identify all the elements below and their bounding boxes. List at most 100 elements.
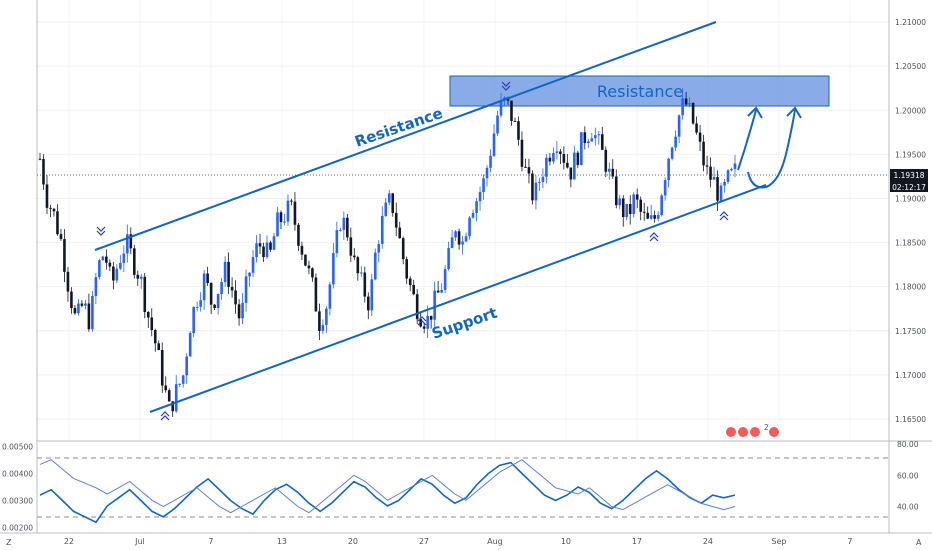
candle (160, 342, 164, 393)
date-tick-label: 7 (208, 537, 213, 546)
candle (394, 202, 398, 237)
candle (335, 221, 339, 258)
resistance-zone[interactable] (449, 75, 830, 107)
candle (146, 311, 150, 328)
candle (174, 375, 178, 413)
candle (119, 255, 122, 271)
date-tick-label: 27 (419, 537, 429, 546)
candle (91, 290, 94, 332)
price-tick-label: 1.19000 (895, 194, 926, 203)
candle (730, 167, 733, 172)
candle (167, 388, 171, 402)
event-badges[interactable]: 2 (725, 423, 780, 438)
candle (607, 162, 611, 180)
candle (562, 146, 566, 170)
candle (353, 248, 356, 261)
candle (415, 289, 419, 325)
candle (38, 152, 42, 161)
candle (276, 206, 279, 237)
candle (436, 280, 440, 293)
price-tick-label: 1.19500 (895, 150, 926, 159)
candle (548, 153, 552, 166)
candle (618, 194, 622, 210)
date-tick-label: 22 (64, 537, 74, 546)
candle (244, 269, 248, 312)
candle (290, 198, 293, 206)
candle (520, 131, 524, 172)
candle (499, 92, 503, 118)
candle (534, 175, 538, 210)
candle (667, 157, 670, 188)
projection-arrow-2-head (786, 106, 802, 119)
candle (342, 211, 346, 241)
candle (94, 272, 98, 304)
candle (255, 234, 258, 263)
candle (126, 224, 129, 263)
candle (129, 227, 133, 255)
candle (293, 192, 297, 231)
candle (153, 328, 157, 352)
candle (360, 266, 363, 277)
candle (391, 192, 395, 217)
indicator-right-tick: 60.00 (897, 471, 919, 480)
candle (77, 298, 80, 316)
candle (510, 100, 513, 126)
auto-scale-button[interactable]: A (916, 538, 922, 547)
candle (56, 204, 59, 236)
candle (45, 175, 49, 215)
date-tick-label: 20 (348, 537, 358, 546)
candle (600, 126, 604, 151)
candle (429, 315, 433, 329)
resistance-zone-label: Resistance (597, 82, 683, 101)
candle (192, 306, 195, 338)
candle (132, 244, 136, 279)
candle (663, 177, 667, 201)
date-tick-label: 10 (561, 537, 571, 546)
candle (443, 265, 447, 294)
candle (101, 255, 105, 261)
candle (709, 157, 712, 188)
date-tick-label: 13 (277, 537, 287, 546)
date-tick-label: Jul (134, 537, 145, 546)
candle (398, 221, 402, 239)
candle (230, 277, 234, 298)
price-axis[interactable]: 1.21000 1.20500 1.20000 1.19500 1.19000 1.185… (895, 18, 926, 424)
svg-text:1.19318: 1.19318 (893, 171, 924, 180)
candle (363, 266, 367, 303)
candle (475, 197, 478, 222)
resistance-trendline[interactable] (94, 21, 717, 251)
candle (642, 202, 646, 221)
candle (339, 227, 342, 232)
candle (552, 147, 555, 165)
candle (496, 111, 499, 136)
candle (248, 271, 251, 287)
projection-arrow-1 (737, 109, 757, 171)
candle (105, 249, 108, 270)
candle (538, 177, 541, 192)
support-trendline[interactable] (149, 184, 767, 413)
zoom-button[interactable]: Z (6, 538, 12, 547)
projection-arrow-1-head (747, 106, 763, 119)
candle (139, 273, 143, 289)
candle (42, 154, 45, 190)
candle (213, 303, 216, 311)
date-tick-label: 17 (632, 537, 642, 546)
candle (726, 169, 730, 185)
time-axis[interactable]: 22 Jul 7 13 20 27 Aug 10 17 24 Sep 7 (64, 537, 853, 546)
indicator-pane[interactable] (39, 459, 736, 524)
candle (70, 287, 73, 314)
candle (216, 293, 220, 315)
candle (573, 145, 576, 180)
candle (220, 278, 223, 300)
candle (384, 197, 388, 217)
candle (311, 267, 314, 282)
candle (541, 168, 545, 189)
candle (625, 203, 629, 221)
candle (328, 281, 332, 316)
candle (677, 114, 681, 144)
candle (433, 281, 436, 328)
candle (380, 206, 384, 249)
candle (150, 308, 154, 337)
candle (286, 194, 290, 226)
